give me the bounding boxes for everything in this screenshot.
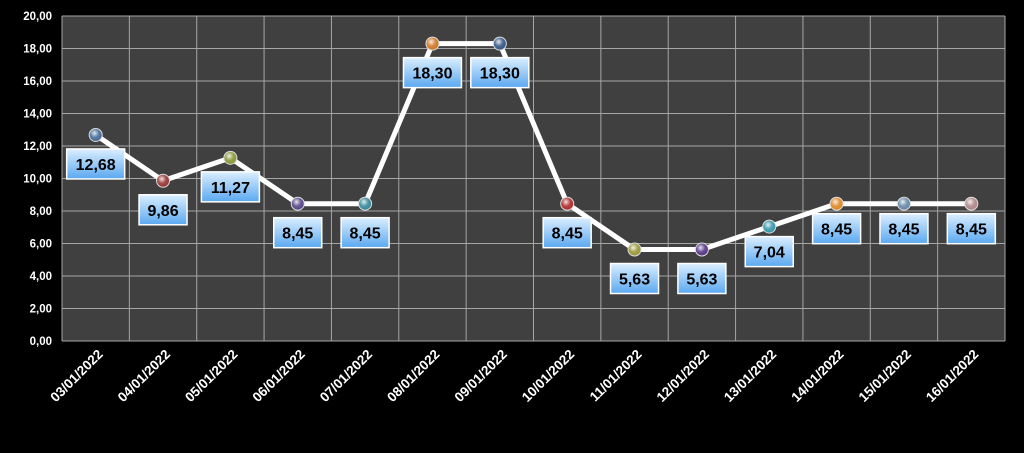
data-label: 7,04 <box>744 235 794 268</box>
data-label: 8,45 <box>946 212 997 245</box>
data-label: 8,45 <box>811 212 862 245</box>
data-point-marker <box>358 196 373 211</box>
x-tick-label: 11/01/2022 <box>587 347 645 405</box>
data-point-marker <box>829 196 844 211</box>
data-point-marker <box>560 196 575 211</box>
data-point-marker <box>762 219 777 234</box>
data-label-text: 12,68 <box>76 157 116 174</box>
y-tick-label: 4,00 <box>30 271 52 283</box>
x-tick-label: 13/01/2022 <box>721 347 779 405</box>
data-label: 18,30 <box>402 56 463 89</box>
data-label-text: 5,63 <box>686 272 717 289</box>
data-label: 11,27 <box>200 171 261 203</box>
x-tick-label: 09/01/2022 <box>452 347 510 405</box>
data-point-marker <box>156 173 171 188</box>
y-tick-label: 2,00 <box>30 304 52 316</box>
x-axis-ticks: 03/01/2022 04/01/2022 05/01/2022 06/01/2022… <box>47 347 981 405</box>
data-point-marker <box>694 242 709 257</box>
y-tick-label: 10,00 <box>23 174 52 186</box>
y-axis-ticks: 0,00 2,00 4,00 6,00 8,00 10,00 12,00 14,00 16,00… <box>23 11 52 348</box>
data-label-text: 8,45 <box>888 222 919 239</box>
x-tick-label: 05/01/2022 <box>182 347 240 405</box>
x-tick-label: 03/01/2022 <box>47 347 105 405</box>
x-tick-label: 08/01/2022 <box>384 347 442 405</box>
data-point-marker <box>964 196 979 211</box>
data-label: 18,30 <box>470 56 530 89</box>
data-label-text: 18,30 <box>412 66 452 83</box>
data-point-marker <box>627 242 642 257</box>
x-tick-label: 07/01/2022 <box>317 347 375 405</box>
series-line <box>94 41 972 252</box>
data-label: 8,45 <box>273 216 323 249</box>
x-tick-label: 04/01/2022 <box>115 347 173 405</box>
data-label-text: 11,27 <box>211 180 250 197</box>
data-label: 8,45 <box>340 216 390 249</box>
data-label: 8,45 <box>542 216 592 249</box>
data-point-marker <box>492 36 507 51</box>
data-label-text: 7,04 <box>754 245 785 262</box>
y-tick-label: 14,00 <box>23 109 52 121</box>
data-label: 5,63 <box>677 262 727 295</box>
data-label-text: 5,63 <box>619 272 650 289</box>
x-tick-label: 14/01/2022 <box>788 347 846 405</box>
data-point-marker <box>896 196 911 211</box>
data-label-text: 8,45 <box>350 226 381 243</box>
data-label-text: 8,45 <box>282 226 313 243</box>
data-label-text: 8,45 <box>552 226 583 243</box>
data-label: 12,68 <box>65 148 126 180</box>
y-tick-label: 0,00 <box>30 336 52 348</box>
data-point-marker <box>425 36 440 51</box>
data-label: 5,63 <box>609 262 660 295</box>
y-tick-label: 12,00 <box>23 141 52 153</box>
x-tick-label: 15/01/2022 <box>856 347 914 405</box>
gridlines <box>61 15 1006 342</box>
data-labels: 12,68 9,86 11,27 8,45 8,45 18,30 18,30 8,45 5,63… <box>65 56 997 295</box>
x-tick-label: 06/01/2022 <box>249 347 307 405</box>
y-tick-label: 8,00 <box>30 206 52 218</box>
x-tick-label: 12/01/2022 <box>654 347 712 405</box>
data-label-text: 9,86 <box>147 203 178 220</box>
data-label: 9,86 <box>138 194 188 226</box>
y-tick-label: 18,00 <box>23 44 52 56</box>
y-tick-label: 20,00 <box>23 11 52 23</box>
data-point-marker <box>223 150 238 165</box>
y-tick-label: 16,00 <box>23 76 52 88</box>
y-tick-label: 6,00 <box>30 239 52 251</box>
x-tick-label: 16/01/2022 <box>923 347 981 405</box>
x-tick-label: 10/01/2022 <box>519 347 577 405</box>
data-label-text: 8,45 <box>956 222 987 239</box>
data-label-text: 18,30 <box>480 66 520 83</box>
data-point-marker <box>290 196 305 211</box>
data-markers <box>88 36 979 257</box>
data-point-marker <box>88 127 103 142</box>
data-label: 8,45 <box>879 212 929 245</box>
data-label-text: 8,45 <box>821 222 852 239</box>
